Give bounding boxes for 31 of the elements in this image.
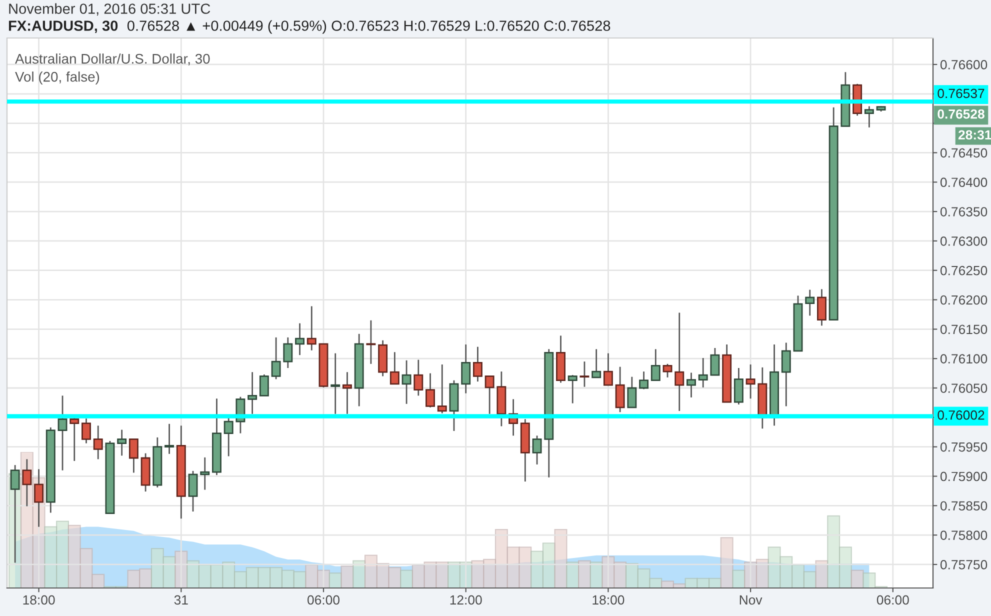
x-tick-label: 06:00 (308, 595, 340, 605)
annotation: Australian Dollar/U.S. Dollar, 30 (15, 54, 210, 66)
x-tick-label: Nov (740, 595, 762, 605)
y-tick-label: 0.76200 (940, 295, 988, 305)
x-tick-label: 12:00 (450, 595, 482, 605)
y-tick-label: 0.76300 (940, 236, 988, 246)
text: November 01, 2016 05:31 UTC (9, 3, 210, 16)
x-tick-label: 18:00 (23, 595, 55, 605)
y-tick-label: 0.76350 (940, 207, 988, 216)
y-tick-label: 0.76450 (940, 148, 988, 158)
annotation: Vol (20, false) (15, 72, 100, 84)
y-tick-label: 0.76150 (940, 324, 988, 334)
y-tick-label: 0.75800 (940, 530, 988, 540)
y-tick-label: 0.76100 (940, 354, 988, 364)
y-tick-label: 0.75900 (940, 472, 988, 482)
y-tick-label: 0.75850 (940, 501, 988, 511)
chart-title: FX:AUDUSD, 30 (8, 20, 118, 34)
y-tick-label: 0.76400 (940, 178, 988, 188)
y-tick-label: 0.75750 (940, 560, 988, 570)
x-tick-label: 06:00 (876, 595, 909, 605)
text: 0.76528 (938, 109, 984, 119)
chart-subtitle: 0.76528 ▲ +0.00449 (+0.59%) O:0.76523 H:0.76529 L:0.76520 C:0.76528 (127, 20, 610, 34)
y-tick-label: 0.75950 (940, 442, 988, 452)
text: 28:31 (958, 130, 991, 140)
x-tick-label: 31 (174, 595, 188, 605)
ref-line-label: 0.76002 (938, 410, 984, 420)
y-tick-label: 0.76250 (940, 266, 988, 276)
y-tick-label: 0.76050 (940, 384, 988, 393)
y-tick-label: 0.76600 (940, 60, 988, 70)
ref-line-label: 0.76537 (938, 88, 984, 98)
x-tick-label: 18:00 (592, 595, 624, 605)
